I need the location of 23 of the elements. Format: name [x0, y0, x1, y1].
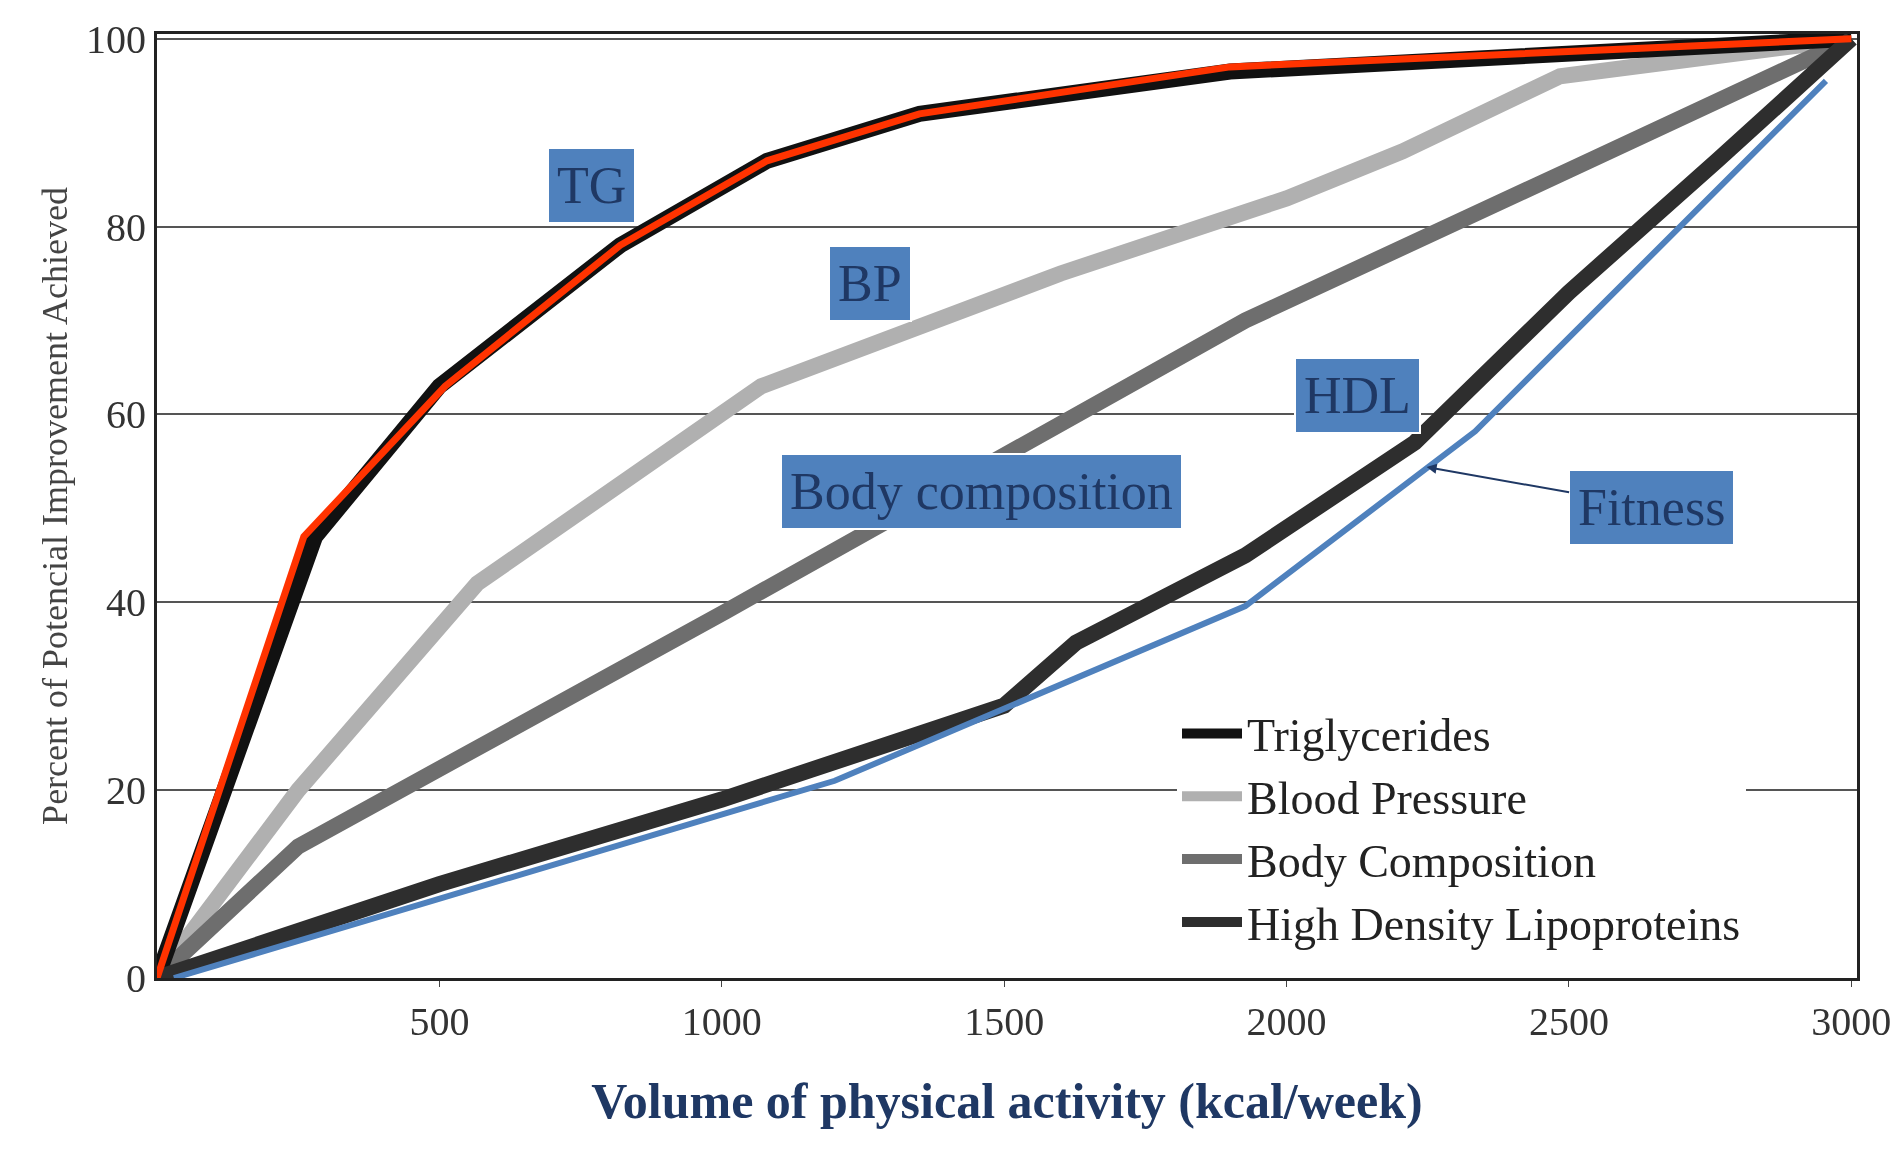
annotation: Body composition: [790, 463, 1173, 520]
y-tick-label: 20: [106, 768, 146, 814]
annotation: BP: [838, 255, 902, 312]
legend-label: Triglycerides: [1247, 710, 1491, 762]
y-tick-label: 40: [106, 580, 146, 626]
y-tick-label: 60: [106, 392, 146, 438]
legend-label: High Density Lipoproteins: [1247, 898, 1741, 950]
x-tick-label: 2000: [1246, 999, 1327, 1044]
x-axis-title: Volume of physical activity (kcal/week): [591, 1072, 1423, 1129]
x-tick-label: 500: [409, 999, 470, 1044]
annotation: HDL: [1304, 367, 1411, 424]
y-axis-title: Percent of Potencial Improvement Achieved: [34, 187, 75, 825]
x-tick-label: 3000: [1811, 999, 1892, 1044]
y-tick-label: 100: [86, 16, 146, 62]
y-tick-label: 0: [126, 956, 146, 1001]
legend-label: Body Composition: [1247, 836, 1596, 888]
x-tick-label: 1000: [681, 999, 762, 1044]
legend-label: Blood Pressure: [1247, 773, 1527, 825]
x-tick-label: 2500: [1528, 999, 1609, 1044]
y-tick-label: 80: [106, 204, 146, 250]
annotation: TG: [557, 157, 627, 214]
x-tick-label: 1500: [964, 999, 1045, 1044]
annotation: Fitness: [1578, 479, 1726, 536]
